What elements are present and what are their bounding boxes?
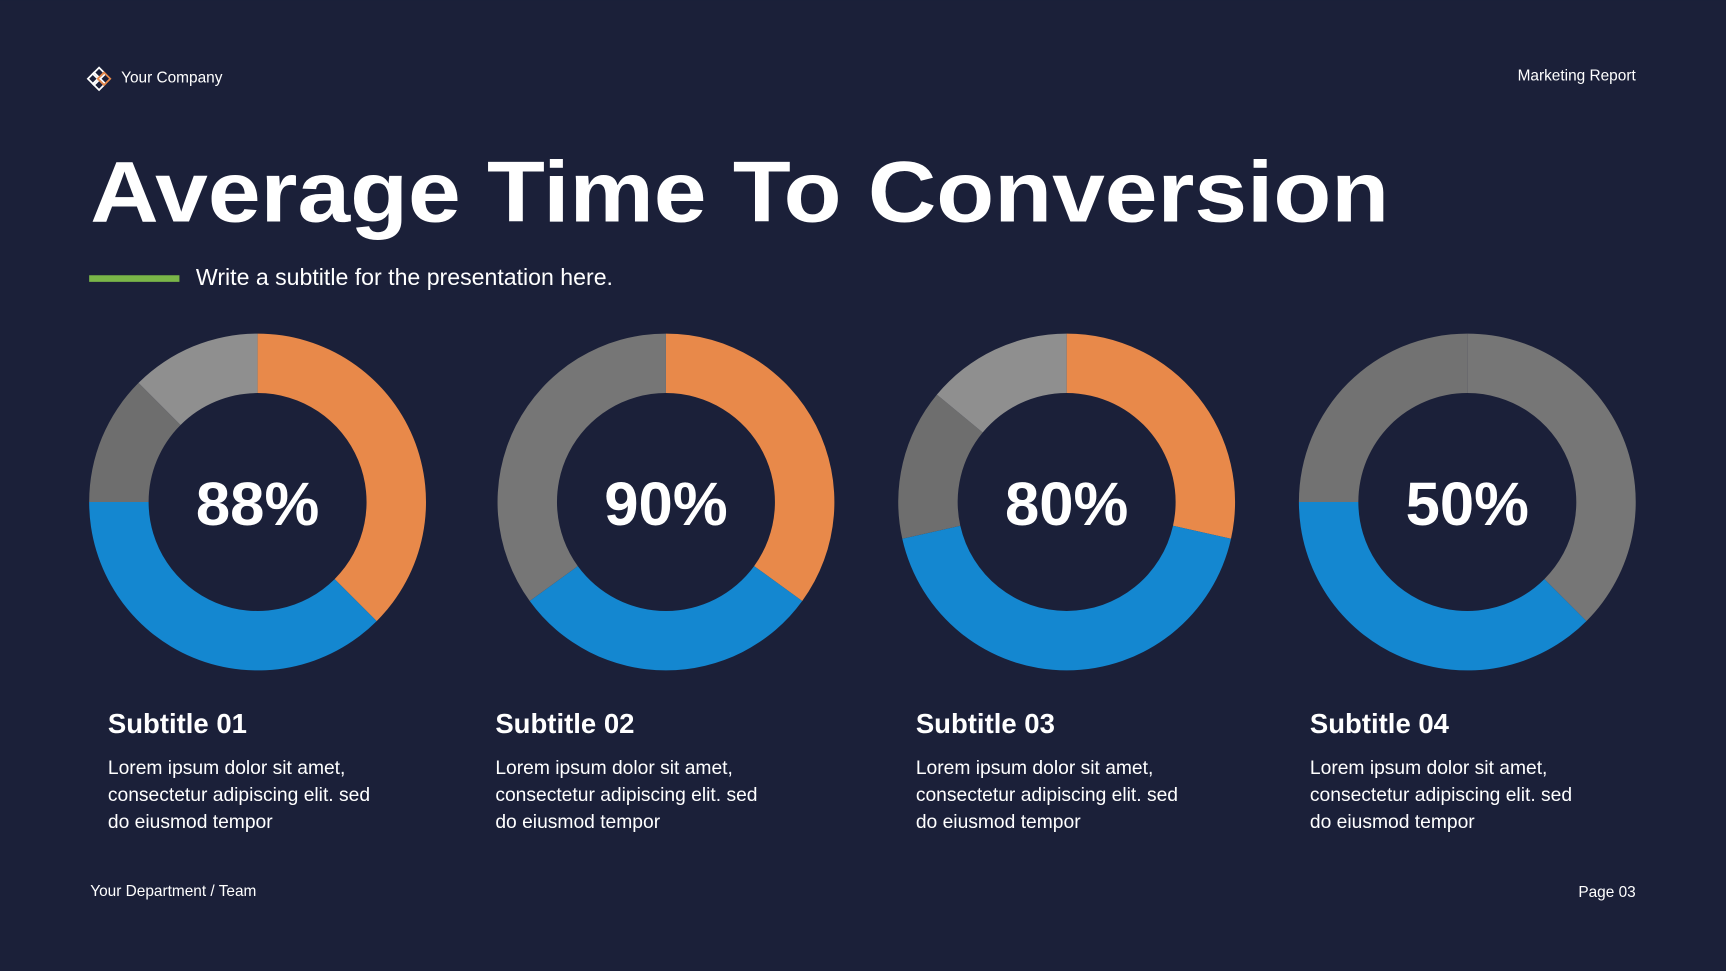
company-name: Your Company [121, 70, 223, 87]
page-subtitle: Write a subtitle for the presentation he… [196, 264, 613, 290]
center-label: 88% [196, 470, 319, 539]
footer-team: Your Department / Team [90, 883, 256, 900]
card-description: do eiusmod tempor [916, 812, 1081, 833]
report-name: Marketing Report [1518, 67, 1637, 84]
donut-segment [257, 333, 426, 622]
donut-segment [1066, 333, 1236, 539]
donut-segment [936, 333, 1067, 433]
donut-segment [902, 525, 1232, 671]
donut-segment [89, 502, 377, 671]
center-label: 80% [1005, 470, 1128, 539]
card-description: consectetur adipiscing elit. sed [916, 785, 1178, 806]
card-description: do eiusmod tempor [108, 812, 273, 833]
logo-icon [86, 66, 112, 92]
card-title: Subtitle 02 [495, 708, 634, 739]
donut-segment [1298, 333, 1468, 503]
donut-segment [138, 333, 258, 425]
card-description: consectetur adipiscing elit. sed [495, 785, 757, 806]
center-label: 50% [1406, 470, 1529, 539]
donut-segment [529, 566, 803, 671]
card-description: Lorem ipsum dolor sit amet, [916, 758, 1154, 779]
card-description: Lorem ipsum dolor sit amet, [1310, 758, 1548, 779]
card-title: Subtitle 03 [916, 708, 1055, 739]
card-description: consectetur adipiscing elit. sed [108, 785, 370, 806]
card-title: Subtitle 04 [1310, 708, 1450, 739]
donut-segment [898, 394, 983, 539]
center-label: 90% [604, 470, 727, 539]
footer-page: Page 03 [1578, 884, 1635, 901]
page-title: Average Time To Conversion [90, 144, 1389, 240]
donut-segment [665, 333, 835, 602]
donut-segment [497, 333, 666, 602]
card-description: Lorem ipsum dolor sit amet, [495, 758, 733, 779]
donut-segment [1467, 333, 1636, 622]
donut-segment [1298, 502, 1587, 671]
card-description: do eiusmod tempor [1310, 812, 1475, 833]
charts: 88% Subtitle 01 Lorem ipsum dolor sit amet… [89, 333, 1636, 833]
card-description: consectetur adipiscing elit. sed [1310, 785, 1572, 806]
card-title: Subtitle 01 [108, 708, 247, 739]
donut-segment [89, 382, 181, 503]
card-description: do eiusmod tempor [495, 812, 660, 833]
card-description: Lorem ipsum dolor sit amet, [108, 758, 346, 779]
accent-bar [89, 275, 180, 282]
